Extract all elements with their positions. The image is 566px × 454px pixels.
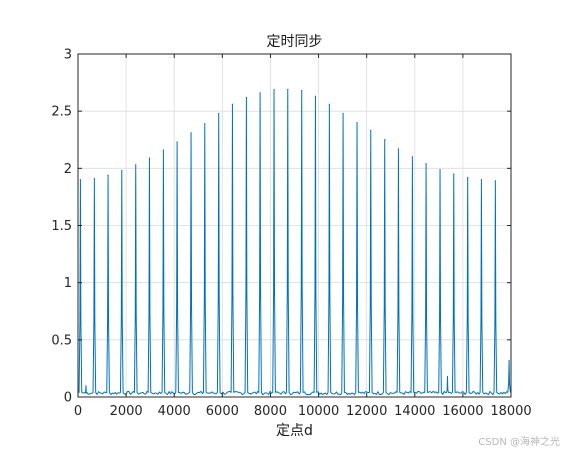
peak-point: [425, 163, 427, 165]
peak-point: [328, 103, 330, 105]
peak-point: [218, 112, 220, 115]
x-tick-labels: 0 2000 4000 6000 8000 10000 12000 14000 16000 180…: [74, 404, 532, 419]
peak-point: [508, 359, 510, 362]
peak-point: [107, 174, 109, 176]
peak-point: [411, 156, 413, 158]
x-axis-label: 定点d: [276, 423, 313, 439]
x-tick-label: 0: [74, 404, 82, 419]
x-tick-label: 6000: [206, 404, 239, 419]
x-tick-label: 18000: [490, 404, 531, 419]
peak-point: [162, 149, 164, 151]
peak-point: [148, 157, 151, 159]
x-tick-label: 10000: [298, 404, 339, 419]
peak-point: [453, 173, 455, 175]
peak-point: [176, 141, 178, 143]
peak-point: [494, 180, 496, 182]
watermark: CSDN @海神之光: [478, 437, 560, 448]
peak-point: [273, 88, 275, 91]
signal-line: [78, 88, 511, 396]
peak-point: [467, 176, 469, 179]
peak-point: [342, 112, 344, 115]
y-tick-label: 0: [64, 391, 72, 406]
peak-point: [135, 164, 137, 166]
y-tick-label: 1: [64, 276, 72, 291]
peak-point: [245, 96, 247, 99]
peak-point: [301, 89, 303, 92]
x-tick-label: 12000: [346, 404, 387, 419]
peak-point: [397, 148, 400, 150]
peak-point: [121, 170, 123, 172]
y-tick-label: 3: [64, 48, 72, 63]
x-tick-label: 14000: [394, 404, 435, 419]
peak-point: [204, 123, 206, 125]
y-tick-labels: 0 0.5 1 1.5 2 2.5 3: [51, 48, 72, 406]
peak-point: [190, 132, 192, 134]
y-tick-label: 2.5: [51, 105, 72, 120]
data-series: [78, 88, 511, 396]
y-tick-label: 0.5: [51, 333, 72, 348]
peak-point: [480, 179, 483, 181]
peak-point: [370, 130, 372, 132]
y-tick-label: 2: [64, 162, 72, 177]
x-tick-label: 16000: [442, 404, 483, 419]
x-tick-label: 2000: [110, 404, 143, 419]
peak-point: [79, 179, 82, 181]
peak-point: [439, 168, 441, 171]
x-tick-label: 4000: [158, 404, 191, 419]
tick-marks: [77, 53, 512, 398]
peak-point: [231, 103, 234, 105]
chart-title: 定时同步: [267, 34, 323, 50]
peak-point: [93, 178, 95, 180]
peak-point: [356, 122, 358, 124]
peak-point: [287, 88, 289, 91]
peak-point: [259, 92, 261, 94]
peak-point: [314, 95, 317, 97]
y-tick-label: 1.5: [51, 219, 72, 234]
peak-point: [384, 139, 386, 141]
x-tick-label: 8000: [254, 404, 287, 419]
